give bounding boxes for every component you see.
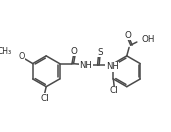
- Text: NH: NH: [80, 61, 92, 70]
- Text: NH: NH: [106, 62, 119, 71]
- Text: Cl: Cl: [110, 86, 119, 95]
- Text: OH: OH: [141, 35, 155, 44]
- Text: O: O: [71, 47, 78, 56]
- Text: O: O: [19, 52, 25, 61]
- Text: CH₃: CH₃: [0, 47, 12, 56]
- Text: O: O: [125, 31, 132, 40]
- Text: Cl: Cl: [40, 94, 49, 103]
- Text: S: S: [97, 48, 103, 56]
